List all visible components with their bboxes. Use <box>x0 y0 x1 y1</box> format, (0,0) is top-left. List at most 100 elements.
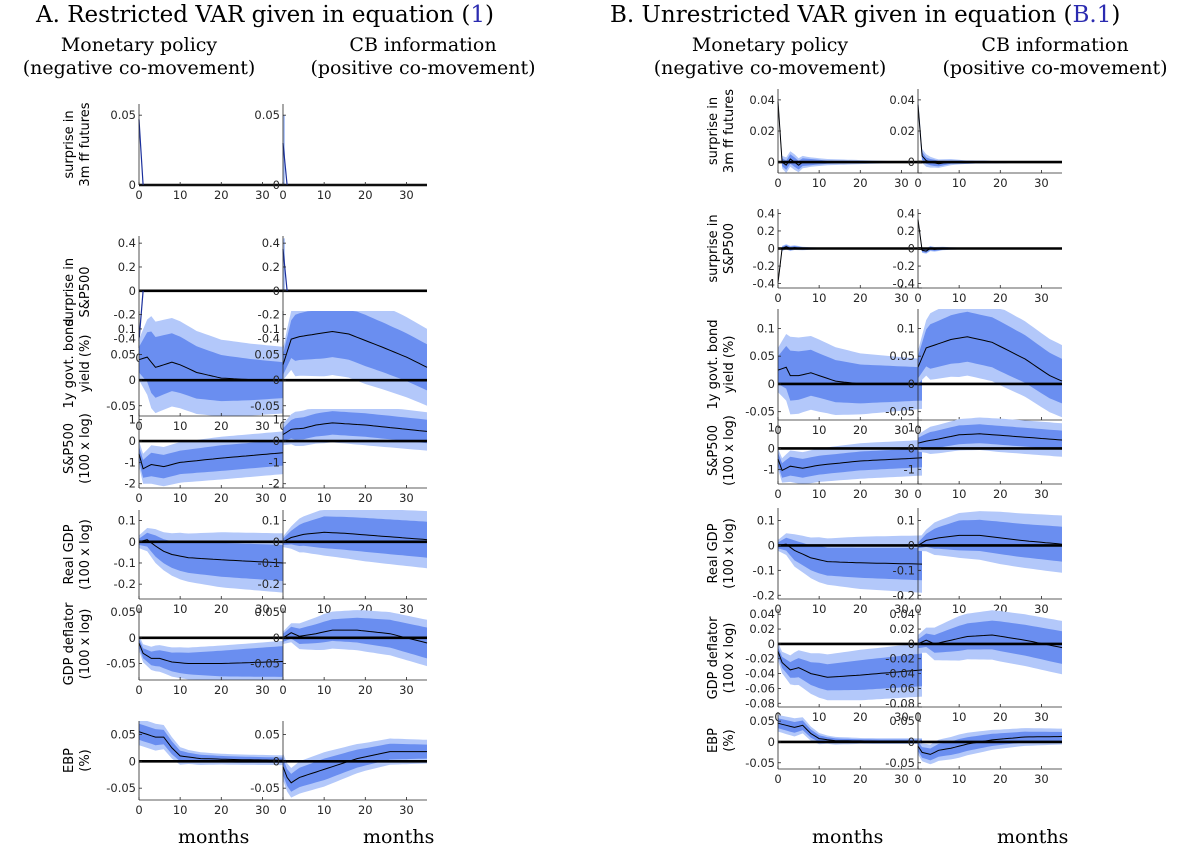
plot-B-ebp-mp: -0.05 0 0.05 0 10 20 30 <box>745 712 922 786</box>
x-tick-label: 0 <box>279 491 286 505</box>
inner-credible-band <box>918 731 1062 761</box>
y-tick-label: 0 <box>768 441 775 455</box>
median-response-line <box>138 731 283 761</box>
y-tick-label: -0.2 <box>114 577 136 591</box>
x-tick-label: 20 <box>993 772 1008 786</box>
ylabel-gdp: Real GDP (100 x log) <box>706 518 737 589</box>
y-tick-label: 0.05 <box>110 727 136 741</box>
y-tick-label: -0.04 <box>885 667 915 681</box>
x-tick-label: 30 <box>1034 772 1049 786</box>
plot-A-deflator-mp: -0.05 0 0.05 0 10 20 30 <box>106 605 284 697</box>
x-tick-label: 10 <box>812 710 827 724</box>
y-tick-label: -0.05 <box>250 781 280 795</box>
inner-credible-band <box>778 448 922 478</box>
x-tick-label: 20 <box>853 291 868 305</box>
equation-link-b1[interactable]: B.1 <box>1072 2 1112 28</box>
y-tick-label: 0 <box>273 373 280 387</box>
median-response-line <box>917 336 1063 382</box>
col-header-line1: Monetary policy <box>60 34 218 56</box>
y-tick-label: 0 <box>768 735 775 749</box>
y-tick-label: 0 <box>908 637 915 651</box>
median-response-line <box>282 422 428 436</box>
x-tick-label: 10 <box>812 423 827 437</box>
x-tick-label: 10 <box>952 710 967 724</box>
x-tick-label: 30 <box>894 423 909 437</box>
y-tick-label: 1 <box>273 413 280 427</box>
x-tick-label: 30 <box>894 602 909 616</box>
median-response-line <box>138 539 284 564</box>
plot-A-gdp-cb: -0.2-0.100.10 10 20 30 <box>258 510 428 616</box>
y-tick-label: 0.4 <box>897 206 915 220</box>
inner-credible-band <box>918 424 1062 450</box>
col-header-line1: Monetary policy <box>691 34 849 56</box>
y-tick-label: 0 <box>908 242 915 256</box>
y-tick-label: 0 <box>273 434 280 448</box>
x-tick-label: 20 <box>993 710 1008 724</box>
x-tick-label: 0 <box>914 772 921 786</box>
median-response-line <box>777 457 923 472</box>
x-tick-label: 20 <box>853 602 868 616</box>
inner-credible-band <box>778 346 922 404</box>
ylabel-line1: GDP deflator <box>62 602 77 686</box>
ylabel-line1: surprise in <box>62 258 77 326</box>
median-response-line <box>777 543 923 565</box>
x-tick-label: 30 <box>255 188 270 202</box>
y-tick-label: -0.05 <box>106 399 136 413</box>
plot-B-ebp-cb: -0.05 0 0.05 0 10 20 30 <box>885 712 1063 786</box>
median-response-line <box>917 104 1062 165</box>
ylabel-ff: surprise in 3m ff futures <box>62 102 93 186</box>
y-tick-label: -0.1 <box>114 556 136 570</box>
ylabel-line1: Real GDP <box>706 523 721 583</box>
ylabel-line2: 3m ff futures <box>78 102 93 186</box>
x-tick-label: 30 <box>894 772 909 786</box>
x-tick-label: 0 <box>279 683 286 697</box>
y-tick-label: 0 <box>768 637 775 651</box>
inner-credible-band <box>283 516 427 558</box>
ylabel-bond: 1y govt. bond yield (%) <box>62 318 93 408</box>
y-tick-label: 0.05 <box>889 349 915 363</box>
x-tick-label: 20 <box>358 803 373 817</box>
median-response-line <box>138 290 144 341</box>
median-response-line <box>282 531 428 543</box>
panel-a-col1-header: Monetary policy (negative co-movement) <box>4 34 274 80</box>
y-tick-label: 0.1 <box>757 321 775 335</box>
ylabel-line2: 3m ff futures <box>722 89 737 173</box>
inner-credible-band <box>778 537 922 581</box>
inner-credible-band <box>139 331 283 402</box>
y-tick-label: 0.05 <box>749 714 775 728</box>
median-response-line <box>777 101 922 166</box>
x-tick-label: 20 <box>993 291 1008 305</box>
median-response-line <box>777 246 922 283</box>
x-tick-label: 10 <box>812 487 827 501</box>
ylabel-line1: S&P500 <box>62 423 77 474</box>
x-tick-label: 10 <box>173 602 188 616</box>
plot-B-bond-mp: -0.05 0 0.05 0.1 0 10 20 30 <box>745 309 922 437</box>
ylabel-line2: yield (%) <box>78 335 93 393</box>
ylabel-gdp: Real GDP (100 x log) <box>62 519 93 590</box>
y-tick-label: -0.06 <box>745 681 775 695</box>
ylabel-line1: S&P500 <box>706 425 721 476</box>
x-tick-label: 10 <box>317 188 332 202</box>
equation-link-1[interactable]: 1 <box>470 2 485 28</box>
y-tick-label: 0.1 <box>118 514 136 528</box>
y-tick-label: -0.08 <box>885 696 915 710</box>
x-tick-label: 20 <box>214 683 229 697</box>
x-tick-label: 10 <box>952 291 967 305</box>
y-tick-label: 0 <box>129 754 136 768</box>
x-tick-label: 10 <box>173 491 188 505</box>
ylabel-line2: (100 x log) <box>78 519 93 590</box>
median-response-line <box>917 736 1063 755</box>
inner-credible-band <box>778 718 922 743</box>
y-tick-label: -0.05 <box>885 405 915 419</box>
inner-credible-band <box>283 411 427 444</box>
y-tick-label: -0.05 <box>885 756 915 770</box>
x-tick-label: 0 <box>914 176 921 190</box>
y-tick-label: 0.05 <box>110 348 136 362</box>
x-tick-label: 20 <box>358 683 373 697</box>
ylabel-line2: (%) <box>78 749 93 772</box>
y-tick-label: 0.02 <box>749 124 775 138</box>
x-tick-label: 30 <box>1034 710 1049 724</box>
